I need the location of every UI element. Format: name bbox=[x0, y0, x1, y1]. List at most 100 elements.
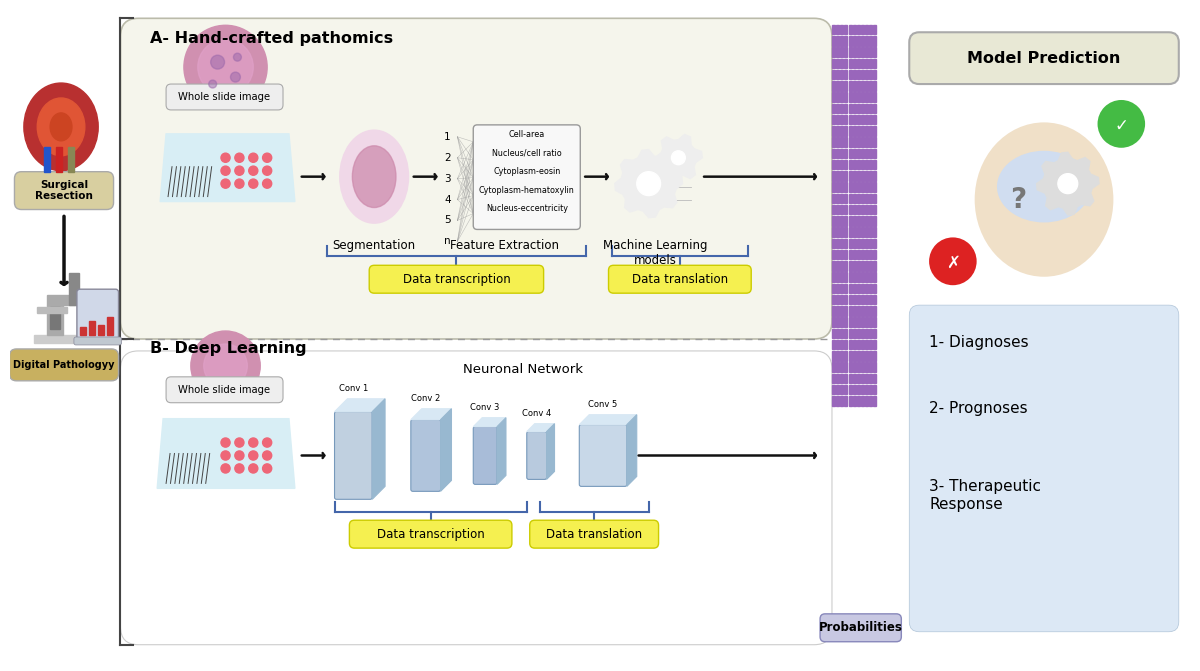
Text: Model Prediction: Model Prediction bbox=[967, 50, 1121, 66]
Text: n: n bbox=[444, 236, 451, 246]
Text: Conv 2: Conv 2 bbox=[412, 394, 440, 403]
Bar bbox=[47, 295, 74, 305]
Bar bbox=[869, 138, 872, 147]
Text: 5: 5 bbox=[444, 215, 451, 225]
Bar bbox=[860, 138, 864, 147]
Bar bbox=[865, 148, 868, 158]
Bar bbox=[840, 115, 844, 124]
FancyBboxPatch shape bbox=[349, 520, 512, 548]
Bar bbox=[860, 194, 864, 203]
Text: 1: 1 bbox=[444, 132, 451, 142]
Bar bbox=[860, 148, 864, 158]
Text: Conv 3: Conv 3 bbox=[470, 403, 500, 412]
Bar bbox=[860, 374, 864, 383]
Text: Machine Learning
models: Machine Learning models bbox=[604, 240, 708, 268]
Bar bbox=[874, 36, 876, 46]
Bar bbox=[832, 317, 835, 327]
Bar bbox=[836, 47, 839, 57]
Bar bbox=[836, 227, 839, 237]
Bar bbox=[848, 374, 852, 383]
Bar bbox=[853, 250, 856, 259]
Bar bbox=[840, 25, 844, 34]
Bar bbox=[857, 126, 860, 136]
Bar bbox=[832, 284, 835, 293]
Ellipse shape bbox=[341, 131, 408, 223]
Bar bbox=[848, 362, 852, 372]
Bar bbox=[836, 284, 839, 293]
Bar bbox=[869, 385, 872, 395]
Bar bbox=[869, 216, 872, 225]
Bar bbox=[68, 273, 79, 305]
Bar bbox=[853, 295, 856, 305]
Bar bbox=[860, 81, 864, 91]
FancyBboxPatch shape bbox=[910, 32, 1178, 84]
Bar bbox=[853, 362, 856, 372]
Circle shape bbox=[263, 153, 271, 162]
Text: Data translation: Data translation bbox=[632, 272, 728, 286]
Bar bbox=[865, 183, 868, 192]
Bar bbox=[865, 284, 868, 293]
Circle shape bbox=[1098, 100, 1145, 148]
Circle shape bbox=[248, 166, 258, 175]
Bar bbox=[853, 93, 856, 102]
Ellipse shape bbox=[997, 151, 1091, 223]
Bar bbox=[840, 36, 844, 46]
Bar bbox=[836, 340, 839, 350]
Bar bbox=[860, 160, 864, 169]
Bar bbox=[44, 147, 50, 172]
Bar bbox=[848, 306, 852, 315]
Bar bbox=[848, 272, 852, 282]
Text: ?: ? bbox=[1010, 186, 1026, 213]
Bar bbox=[874, 138, 876, 147]
Text: 2- Prognoses: 2- Prognoses bbox=[929, 401, 1027, 416]
Bar bbox=[848, 261, 852, 270]
Bar bbox=[853, 340, 856, 350]
Bar bbox=[869, 93, 872, 102]
Circle shape bbox=[235, 451, 244, 460]
Ellipse shape bbox=[24, 83, 98, 170]
Bar bbox=[865, 396, 868, 405]
Bar bbox=[865, 374, 868, 383]
FancyBboxPatch shape bbox=[473, 427, 497, 484]
Bar bbox=[832, 205, 835, 214]
Bar bbox=[857, 58, 860, 68]
Bar bbox=[832, 329, 835, 338]
Polygon shape bbox=[654, 135, 702, 180]
Bar bbox=[860, 329, 864, 338]
Bar bbox=[832, 272, 835, 282]
Bar bbox=[874, 81, 876, 91]
Bar bbox=[836, 250, 839, 259]
Bar bbox=[874, 272, 876, 282]
FancyBboxPatch shape bbox=[77, 289, 119, 341]
Bar bbox=[857, 306, 860, 315]
Bar bbox=[874, 103, 876, 113]
Bar bbox=[853, 317, 856, 327]
Bar bbox=[845, 227, 847, 237]
Bar bbox=[836, 70, 839, 79]
Bar bbox=[836, 25, 839, 34]
Circle shape bbox=[235, 166, 244, 175]
Bar bbox=[848, 295, 852, 305]
Bar bbox=[857, 148, 860, 158]
Bar bbox=[848, 47, 852, 57]
Bar bbox=[840, 329, 844, 338]
Bar bbox=[860, 103, 864, 113]
Bar bbox=[865, 58, 868, 68]
Bar bbox=[840, 239, 844, 248]
Circle shape bbox=[248, 179, 258, 188]
Bar bbox=[865, 239, 868, 248]
Circle shape bbox=[211, 55, 224, 69]
Bar bbox=[836, 261, 839, 270]
Bar bbox=[836, 58, 839, 68]
Bar bbox=[853, 183, 856, 192]
Bar bbox=[848, 396, 852, 405]
Text: ✓: ✓ bbox=[1115, 117, 1128, 135]
Ellipse shape bbox=[50, 113, 72, 141]
Bar bbox=[860, 284, 864, 293]
Bar bbox=[869, 103, 872, 113]
Bar bbox=[848, 385, 852, 395]
FancyBboxPatch shape bbox=[910, 305, 1178, 632]
Bar bbox=[840, 183, 844, 192]
Circle shape bbox=[248, 438, 258, 447]
Polygon shape bbox=[440, 409, 451, 491]
